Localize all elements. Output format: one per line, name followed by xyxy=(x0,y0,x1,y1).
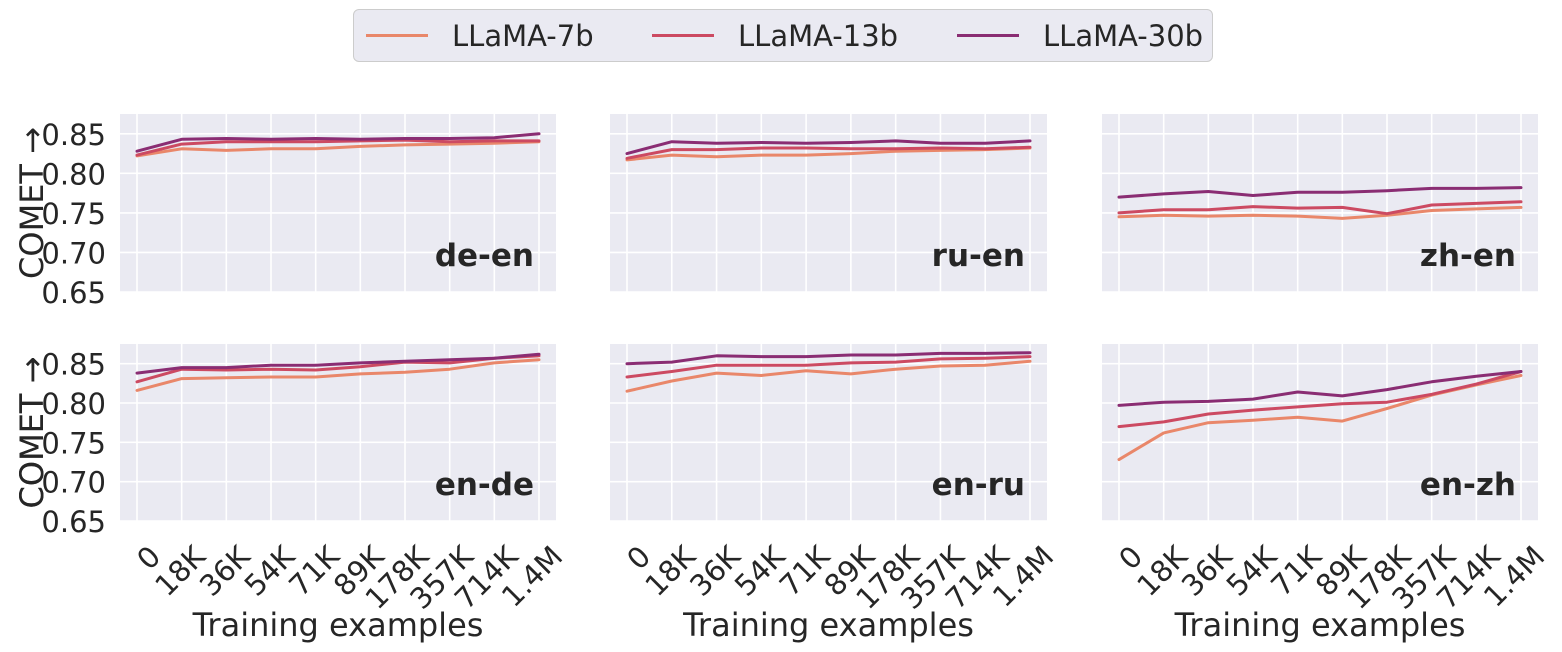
series-line-llama-13b-en-ru xyxy=(625,355,1032,379)
series-line-llama-13b-en-zh xyxy=(1117,370,1523,429)
series-line-llama-30b-zh-en xyxy=(1117,186,1523,199)
y-axis-label: COMET → xyxy=(13,357,51,509)
series-line-llama-7b-en-de xyxy=(135,358,541,392)
x-axis-label: Training examples xyxy=(682,606,974,644)
series-line-llama-13b-en-de xyxy=(135,354,541,384)
series-line-llama-13b-de-en xyxy=(135,138,541,157)
series-line-llama-7b-en-ru xyxy=(625,359,1032,393)
legend-swatch-llama-30b xyxy=(957,34,1019,37)
legend-item-llama-7b: LLaMA-7b xyxy=(366,10,594,61)
legend-swatch-llama-7b xyxy=(366,34,428,37)
y-tick-label: 0.65 xyxy=(41,276,106,310)
series-line-llama-30b-en-zh xyxy=(1117,370,1523,407)
x-axis-label: Training examples xyxy=(1174,606,1466,644)
series-line-llama-7b-zh-en xyxy=(1117,205,1523,220)
y-tick-label: 0.70 xyxy=(41,236,106,270)
series-line-llama-13b-zh-en xyxy=(1117,200,1523,216)
legend-label-llama-13b: LLaMA-13b xyxy=(738,18,899,53)
legend-swatch-llama-13b xyxy=(652,34,714,37)
series-line-llama-7b-ru-en xyxy=(625,146,1032,162)
y-tick-label: 0.85 xyxy=(41,348,106,382)
legend: LLaMA-7b LLaMA-13b LLaMA-30b xyxy=(353,9,1213,62)
panel-en-ru: en-ru018K36K54K71K89K178K357K714K1.4MTra… xyxy=(610,344,1060,644)
series-line-llama-7b-de-en xyxy=(135,140,541,158)
y-tick-label: 0.70 xyxy=(41,466,106,500)
legend-item-llama-30b: LLaMA-30b xyxy=(957,10,1203,61)
y-tick-label: 0.75 xyxy=(41,426,106,460)
legend-label-llama-7b: LLaMA-7b xyxy=(452,18,594,53)
panel-label-en-zh: en-zh xyxy=(1420,467,1516,503)
y-axis-label: COMET → xyxy=(13,127,51,279)
x-axis-label: Training examples xyxy=(192,606,484,644)
series-line-llama-30b-en-de xyxy=(135,352,541,375)
panel-background-en-de xyxy=(120,344,556,521)
y-tick-label: 0.75 xyxy=(41,197,106,231)
panel-background-en-zh xyxy=(1102,344,1538,521)
y-tick-label: 0.85 xyxy=(41,118,106,152)
panel-label-en-de: en-de xyxy=(435,467,534,503)
y-axis-label: COMET → xyxy=(13,357,51,509)
series-line-llama-30b-ru-en xyxy=(625,139,1032,156)
panel-label-ru-en: ru-en xyxy=(932,238,1025,274)
series-line-llama-30b-de-en xyxy=(135,132,541,153)
y-tick-label: 0.80 xyxy=(41,157,106,191)
y-tick-label: 0.80 xyxy=(41,387,106,421)
legend-item-llama-13b: LLaMA-13b xyxy=(652,10,898,61)
panel-zh-en: zh-en xyxy=(1102,114,1538,293)
series-line-llama-13b-ru-en xyxy=(625,145,1032,160)
panel-label-en-ru: en-ru xyxy=(932,467,1025,503)
panel-label-de-en: de-en xyxy=(435,238,534,274)
y-tick-label: 0.65 xyxy=(41,505,106,539)
panel-ru-en: ru-en xyxy=(610,114,1047,293)
panel-label-zh-en: zh-en xyxy=(1420,238,1516,274)
series-line-llama-30b-en-ru xyxy=(625,351,1032,366)
legend-label-llama-30b: LLaMA-30b xyxy=(1043,18,1204,53)
